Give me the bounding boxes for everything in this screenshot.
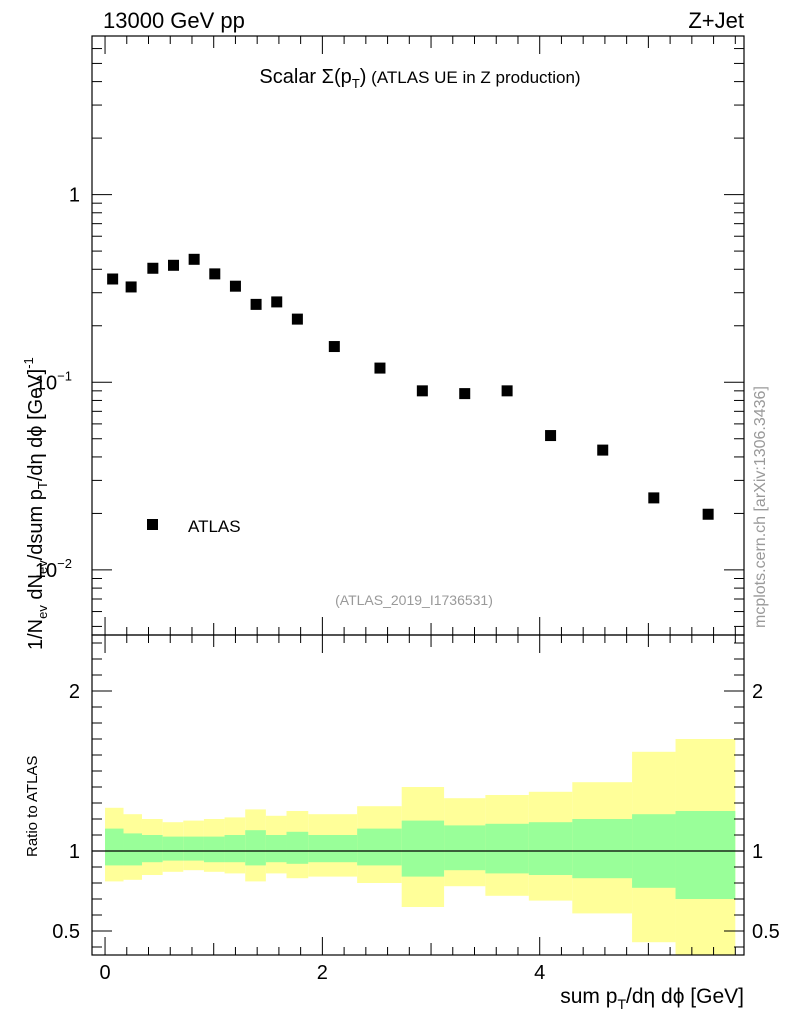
inner-band-bin (357, 828, 402, 866)
data-point (168, 259, 179, 271)
main-panel: 1 10−1 10−2 (35, 35, 745, 636)
inner-band-bin (105, 828, 124, 866)
y-tick-label: 10−1 (35, 368, 72, 394)
inner-band-bin (528, 822, 573, 875)
data-point (291, 313, 303, 325)
chart-title: Scalar Σ(pT) (ATLAS UE in Z production) (259, 66, 580, 91)
x-axis-label: sum pT/dη dϕ [GeV] (560, 985, 744, 1012)
ratio-y-tick-label: 0.5 (52, 921, 80, 943)
inner-band-bin (401, 820, 445, 877)
data-point (597, 444, 609, 456)
title-prefix: Scalar (259, 66, 321, 88)
inner-band-bin (485, 823, 529, 874)
data-point (545, 430, 557, 442)
inner-band-bin (675, 811, 736, 899)
data-point (271, 296, 283, 308)
x-tick-label: 0 (99, 962, 110, 984)
data-point (328, 341, 340, 353)
ratio-panel: 0.5 0.5 1 1 2 2 0 2 4 (52, 634, 780, 984)
watermark: mcplots.cern.ch [arXiv:1306.3436] (752, 386, 769, 628)
title-suffix: (ATLAS UE in Z production) (366, 68, 580, 87)
data-point (374, 362, 386, 374)
ratio-y-tick-label: 2 (69, 681, 80, 703)
data-point (125, 281, 137, 293)
inner-band-bin (245, 830, 266, 866)
title-sigma: Σ(p (322, 66, 352, 88)
x-tick-label: 2 (317, 962, 328, 984)
data-point (107, 273, 119, 285)
inner-band-bin (286, 831, 309, 864)
inner-band-bin (224, 835, 246, 863)
lower-frame (91, 634, 745, 956)
ratio-y-tick-label-right: 0.5 (752, 921, 780, 943)
x-tick-label: 4 (534, 962, 545, 984)
data-point (209, 268, 221, 280)
upper-frame (91, 35, 745, 636)
data-point (188, 253, 200, 265)
inner-band-bin (265, 835, 287, 863)
title-subscript: T (352, 76, 360, 91)
ratio-y-axis-label: Ratio to ATLAS (24, 756, 41, 857)
y-tick-label: 1 (69, 185, 80, 207)
data-point (147, 262, 159, 274)
header-energy-label: 13000 GeV pp (103, 8, 245, 33)
upper-y-axis-label: 1/Nev dNev/dsum pT/dη dϕ [GeV]-1 (21, 357, 50, 650)
legend-label: ATLAS (188, 517, 241, 536)
analysis-id-label: (ATLAS_2019_I1736531) (335, 592, 493, 608)
data-point (459, 388, 471, 400)
data-point (416, 385, 428, 397)
inner-band-bin (308, 835, 358, 863)
title-close: ) (360, 66, 367, 88)
inner-band-bin (141, 835, 163, 863)
ratio-y-tick-label-right: 2 (752, 681, 763, 703)
y-tick-label: 10−2 (35, 556, 72, 582)
data-point (229, 280, 241, 292)
inner-band-bin (162, 836, 184, 861)
header-process-label: Z+Jet (688, 8, 744, 33)
inner-band-bin (203, 836, 225, 863)
data-point (250, 298, 262, 310)
inner-band-bin (444, 825, 486, 871)
legend-marker (147, 519, 158, 530)
data-point (648, 492, 660, 504)
ratio-y-tick-label: 1 (69, 841, 80, 863)
inner-band-bin (123, 833, 142, 866)
data-point (702, 508, 714, 520)
inner-band-bin (183, 836, 204, 861)
data-point (501, 385, 513, 397)
ratio-y-tick-label-right: 1 (752, 841, 763, 863)
inner-band-bin (572, 819, 633, 879)
